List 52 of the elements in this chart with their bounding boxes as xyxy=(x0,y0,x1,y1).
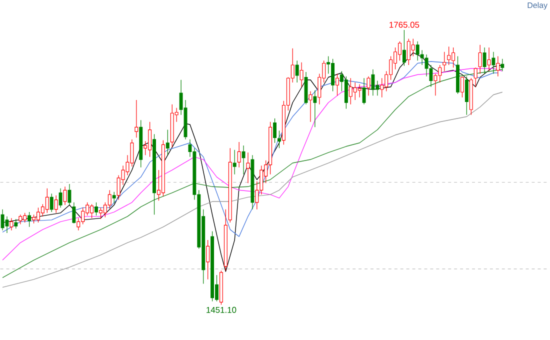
candlestick xyxy=(14,218,18,230)
candlestick xyxy=(58,188,62,208)
candlestick xyxy=(0,209,4,231)
candlestick xyxy=(300,62,304,88)
candlestick xyxy=(112,192,116,204)
candlestick xyxy=(45,188,49,214)
candlestick xyxy=(474,68,478,88)
candlestick xyxy=(380,78,384,98)
candlestick xyxy=(134,100,138,138)
candlestick xyxy=(460,76,464,98)
candlestick xyxy=(344,76,348,110)
candlestick xyxy=(424,54,428,77)
candlestick xyxy=(50,194,54,213)
candlestick xyxy=(5,216,9,234)
candlestick xyxy=(72,202,76,224)
candlestick xyxy=(232,150,236,175)
candlestick xyxy=(108,190,112,210)
candlestick xyxy=(63,186,67,206)
candlestick xyxy=(447,46,451,66)
candlestick xyxy=(482,47,486,74)
candlestick xyxy=(487,47,491,72)
candlestick xyxy=(28,212,32,228)
candlestick xyxy=(273,118,277,144)
candlestick xyxy=(336,74,339,96)
candlestick xyxy=(371,69,375,96)
annotation: 1451.10 xyxy=(206,307,236,314)
candlestick xyxy=(237,142,241,168)
candlestick xyxy=(166,130,170,156)
candlestick xyxy=(10,218,14,231)
candlestick xyxy=(295,60,299,83)
annotation: 1765.05 xyxy=(390,22,420,28)
candlestick xyxy=(308,91,312,122)
candlestick xyxy=(492,52,496,74)
candlestick xyxy=(68,184,72,206)
candlestick xyxy=(246,152,250,184)
candlestick xyxy=(313,90,317,128)
candlestick xyxy=(442,52,446,72)
candlestick xyxy=(278,130,281,149)
candlestick xyxy=(500,58,504,72)
candlestick xyxy=(18,214,22,225)
candlestick xyxy=(242,145,246,175)
candlestick xyxy=(366,76,370,96)
candlestick xyxy=(402,30,406,66)
candlestick xyxy=(478,44,482,74)
candlestick xyxy=(206,240,210,280)
candlestick xyxy=(464,76,468,116)
candlestick xyxy=(94,202,98,216)
candlestick xyxy=(358,84,362,98)
candlestick xyxy=(496,56,500,77)
candlestick xyxy=(411,38,415,57)
candlestick xyxy=(362,78,366,105)
candlestick xyxy=(54,195,58,214)
